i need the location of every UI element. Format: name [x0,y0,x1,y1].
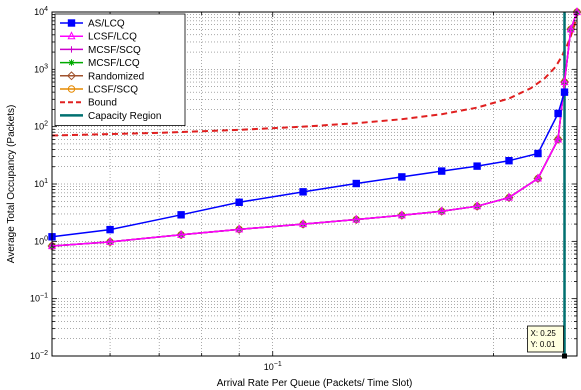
y-tick-label: 103 [34,63,48,74]
legend-entry-capacity-region: Capacity Region [60,111,161,122]
datatip-x-text: X: 0.25 [531,329,557,338]
y-tick-label: 10−1 [30,293,48,304]
legend-box [54,13,186,126]
legend-entry-lcsf-scq: LCSF/SCQ [60,85,138,96]
data-point-randomized [397,210,407,220]
data-point-lcsf-lcq [299,219,308,228]
data-point-randomized [437,206,447,216]
data-point-lcsf-lcq [177,229,186,238]
legend-label-randomized: Randomized [88,71,144,82]
data-point-lcsf-lcq [566,24,575,33]
legend-label-mcsf-lcq: MCSF/LCQ [88,58,140,69]
data-point-lcsf-lcq [106,236,115,245]
legend-marker-lcsf-scq [67,85,76,93]
data-point-as-lcq [352,179,360,188]
data-point-as-lcq [398,173,406,181]
legend-label-capacity-region: Capacity Region [88,111,161,122]
datatip-y-text: Y: 0.01 [531,340,556,349]
series-as-lcq [48,88,569,241]
legend-marker-lcsf-lcq [67,31,76,40]
data-point-as-lcq [560,88,569,96]
data-point-lcsf-lcq [504,192,513,201]
data-point-randomized [553,134,563,144]
tick-labels: 10−2 10−1 100 101 102 103 104 10−1 [30,6,282,372]
y-tick-label: 101 [34,178,48,189]
data-point-randomized [351,215,361,225]
legend-entry-mcsf-lcq: MCSF/LCQ [60,58,140,69]
data-point-lcsf-lcq [235,224,244,233]
data-point-randomized [298,219,308,229]
legend-label-as-lcq: AS/LCQ [88,19,125,30]
data-point-lcsf-lcq [397,210,406,219]
series-layer [47,7,581,356]
datatip-box [527,325,564,353]
datatip-marker[interactable] [562,353,568,359]
x-tick-label: 10−1 [264,361,282,372]
legend-label-lcsf-lcq: LCSF/LCQ [88,32,137,43]
legend-label-lcsf-scq: LCSF/SCQ [88,85,138,96]
data-point-as-lcq [235,198,243,206]
data-point-lcsf-lcq [533,173,542,182]
series-bound [51,11,578,137]
y-tick-label: 10−2 [30,350,48,361]
legend: AS/LCQ LCSF/LCQ MCSF/SCQ MCSF/LCQ Randomized… [54,13,186,126]
legend-label-bound: Bound [88,98,117,109]
data-point-lcsf-lcq [437,206,446,215]
data-point-as-lcq [177,211,185,219]
y-tick-label: 100 [34,235,48,246]
data-point-randomized [105,237,115,247]
data-point-lcsf-lcq [560,77,569,86]
data-point-randomized [234,224,244,234]
data-point-as-lcq [437,167,446,175]
plot-frame [51,11,578,357]
data-point-as-lcq [554,109,562,118]
y-axis-label: Average Total Occupancy (Packets) [6,105,17,264]
legend-entry-bound: Bound [60,98,117,109]
series-line-bound [51,11,578,137]
data-point-lcsf-lcq [554,134,563,143]
datatip[interactable]: X: 0.25 Y: 0.01 [527,325,568,359]
y-tick-label: 102 [34,121,48,132]
legend-entry-lcsf-lcq: LCSF/LCQ [60,31,137,43]
legend-marker-mcsf-lcq [68,59,75,66]
data-point-lcsf-lcq [352,214,361,223]
legend-marker-as-lcq [67,19,76,27]
data-point-as-lcq [505,156,513,165]
data-point-randomized [176,230,186,240]
legend-entry-as-lcq: AS/LCQ [60,19,125,30]
data-point-as-lcq [534,149,542,158]
data-point-as-lcq [473,162,481,170]
data-point-as-lcq [299,188,307,196]
legend-marker-randomized [66,71,77,81]
legend-entry-randomized: Randomized [60,71,144,82]
data-point-as-lcq [106,225,114,234]
data-point-randomized [533,173,543,183]
legend-entry-mcsf-scq: MCSF/SCQ [60,45,141,56]
y-tick-label: 104 [34,6,48,17]
legend-label-mcsf-scq: MCSF/SCQ [88,45,141,56]
x-axis-label: Arrival Rate Per Queue (Packets/ Time Sl… [217,378,413,389]
data-point-lcsf-lcq [473,201,482,210]
legend-marker-mcsf-scq [68,46,75,53]
